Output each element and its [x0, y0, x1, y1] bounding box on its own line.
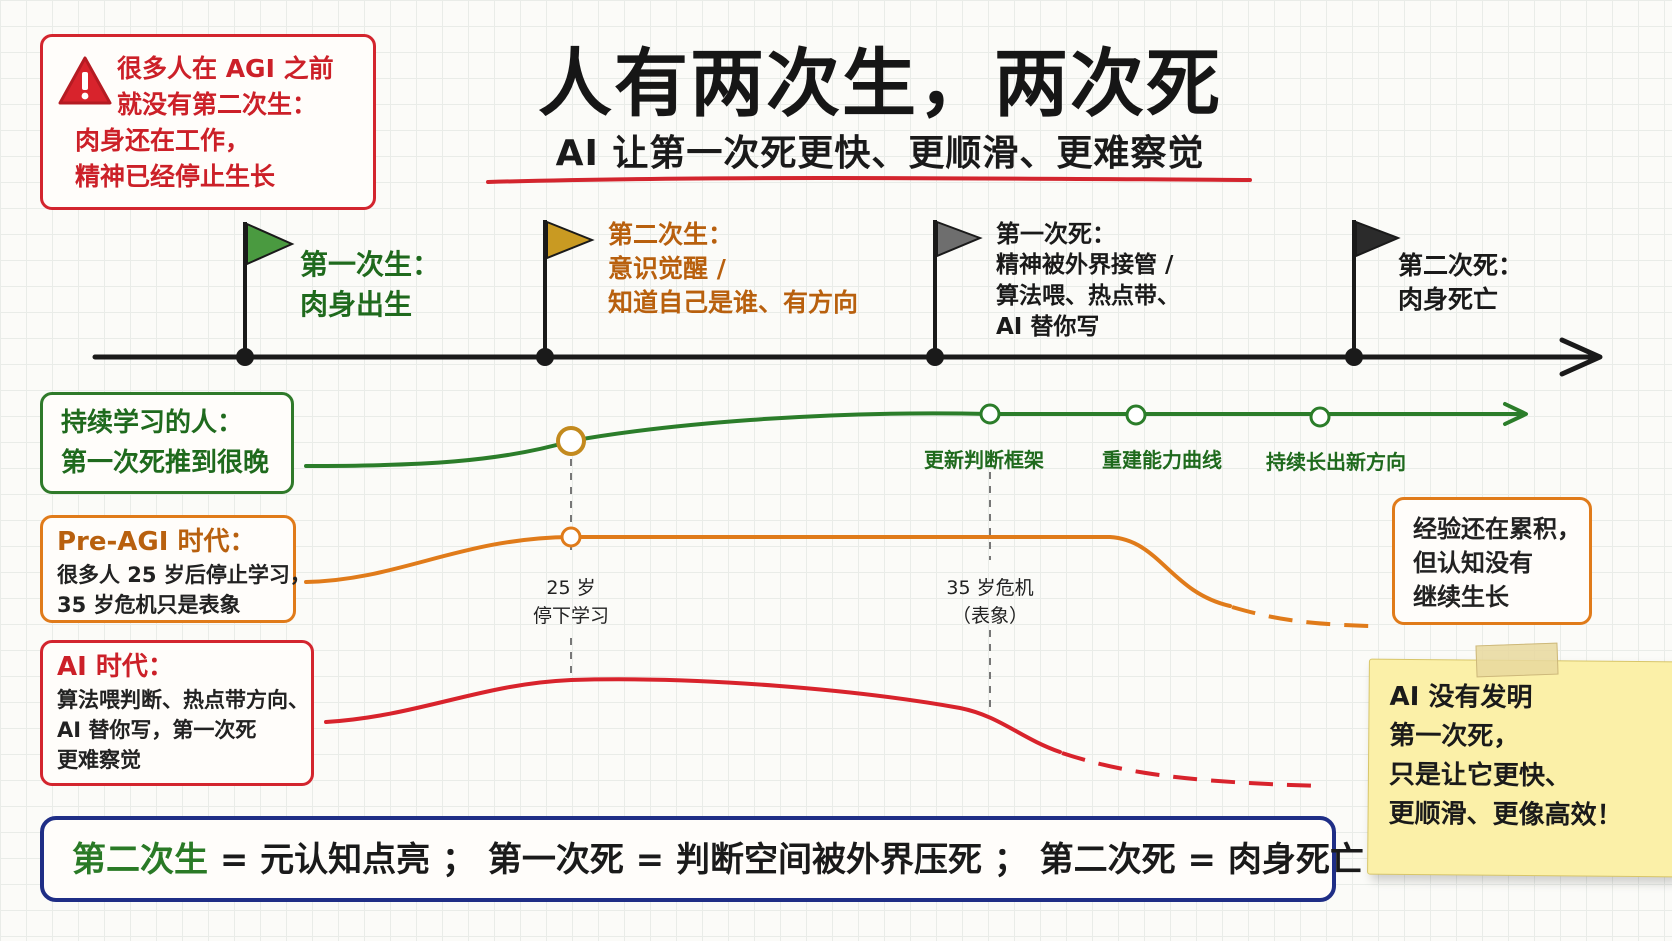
pre-agi-curve	[304, 535, 1232, 608]
warning-line: 精神已经停止生长	[75, 162, 276, 191]
milestone-title: 第一次生：	[300, 248, 441, 281]
subtitle-underline	[486, 176, 1252, 184]
learner-title: 持续学习的人：	[61, 408, 244, 438]
summary-text: = 元认知点亮 ； 第一次死 = 判断空间被外界压死 ； 第二次死 = 肉身死亡	[208, 840, 1364, 880]
ai-era-line: 算法喂判断、热点带方向、	[57, 688, 309, 712]
age25-label: 25 岁	[546, 577, 596, 599]
note-line: 经验还在累积，	[1413, 515, 1581, 543]
warning-icon	[58, 56, 112, 105]
milestone-title: 第二次生：	[608, 220, 734, 249]
timeline-arrowhead	[1559, 337, 1603, 377]
age25-marker	[560, 526, 582, 548]
milestone-second-birth: 第二次生： 意识觉醒 / 知道自己是谁、有方向	[608, 218, 858, 320]
milestone-desc: 肉身死亡	[1398, 285, 1499, 314]
flag-first-birth	[236, 222, 295, 366]
learner-subtitle: 第一次死推到很晚	[61, 448, 270, 478]
note-line: 但认知没有	[1413, 549, 1533, 577]
warning-text-bottom: 肉身还在工作， 精神已经停止生长	[75, 123, 275, 195]
sticky-line: 更顺滑、更像高效！	[1388, 798, 1623, 831]
age25-annotation: 25 岁 停下学习	[521, 574, 621, 630]
warning-line: 肉身还在工作，	[75, 126, 251, 155]
learner-point-label: 更新判断框架	[924, 448, 1044, 472]
note-line: 继续生长	[1413, 583, 1509, 611]
page-subtitle: AI 让第一次死更快、更顺滑、更难察觉	[555, 133, 1205, 174]
milestone-first-death: 第一次死： 精神被外界接管 / 算法喂、热点带、 AI 替你写	[996, 218, 1180, 343]
learner-box: 持续学习的人： 第一次死推到很晚	[40, 392, 294, 494]
pre-agi-box: Pre-AGI 时代： 很多人 25 岁后停止学习， 35 岁危机只是表象	[40, 515, 311, 623]
milestone-desc: 肉身出生	[300, 288, 413, 321]
ai-era-decline	[1061, 751, 1323, 788]
milestone-desc: AI 替你写	[996, 314, 1100, 340]
ai-era-line: AI 替你写，第一次死	[57, 718, 257, 742]
ai-era-title: AI 时代：	[57, 652, 174, 682]
learner-point-label: 持续长出新方向	[1266, 450, 1406, 474]
sticky-line: 只是让它更快、	[1388, 759, 1572, 792]
sticky-line: 第一次死，	[1389, 720, 1520, 752]
pre-agi-line: 很多人 25 岁后停止学习，	[57, 563, 311, 587]
learner-point-label: 重建能力曲线	[1102, 448, 1222, 472]
cognition-note: 经验还在累积， 但认知没有 继续生长	[1392, 497, 1592, 625]
pre-agi-line: 35 岁危机只是表象	[57, 593, 241, 617]
milestone-desc: 算法喂、热点带、	[996, 283, 1180, 309]
age35-label: 35 岁危机	[946, 577, 1034, 599]
flag-second-birth	[536, 220, 595, 366]
milestone-desc: 精神被外界接管 /	[996, 252, 1174, 278]
milestone-first-birth: 第一次生： 肉身出生	[300, 245, 440, 325]
age35-annotation: 35 岁危机 （表象）	[930, 574, 1050, 630]
learner-point-3	[1309, 406, 1331, 428]
ai-era-curve	[324, 677, 1062, 754]
milestone-desc: 知道自己是谁、有方向	[608, 288, 859, 317]
sticky-note: AI 没有发明 第一次死， 只是让它更快、 更顺滑、更像高效！	[1367, 658, 1672, 878]
summary-term: 第二次生	[72, 840, 208, 880]
summary-row: 第二次生 = 元认知点亮 ； 第一次死 = 判断空间被外界压死 ； 第二次死 =…	[72, 820, 1364, 900]
pre-agi-title: Pre-AGI 时代：	[57, 527, 256, 557]
age25-desc: 停下学习	[532, 605, 609, 627]
warning-text-top: 很多人在 AGI 之前 就没有第二次生：	[117, 51, 334, 123]
tape-strip	[1475, 642, 1559, 678]
learner-arrowhead	[1503, 402, 1528, 426]
milestone-desc: 意识觉醒 /	[608, 254, 726, 283]
milestone-title: 第二次死：	[1398, 251, 1524, 280]
sticky-line: AI 没有发明	[1389, 681, 1533, 714]
page-title: 人有两次生，两次死	[538, 41, 1222, 127]
ai-era-box: AI 时代： 算法喂判断、热点带方向、 AI 替你写，第一次死 更难察觉	[40, 640, 314, 786]
learner-point-2	[1125, 404, 1147, 426]
warning-line: 很多人在 AGI 之前	[117, 54, 334, 83]
learner-curve	[304, 411, 1522, 468]
flag-second-death	[1345, 220, 1401, 366]
warning-line: 就没有第二次生：	[117, 90, 318, 119]
summary-box: 第二次生 = 元认知点亮 ； 第一次死 = 判断空间被外界压死 ； 第二次死 =…	[40, 816, 1364, 902]
ai-era-line: 更难察觉	[57, 748, 141, 772]
age35-desc: （表象）	[951, 605, 1028, 627]
warning-box: 很多人在 AGI 之前 就没有第二次生： 肉身还在工作， 精神已经停止生长	[40, 34, 376, 210]
second-birth-marker	[556, 426, 586, 456]
learner-point-1	[979, 403, 1001, 425]
milestone-second-death: 第二次死： 肉身死亡	[1398, 249, 1523, 317]
flag-first-death	[926, 220, 983, 366]
milestone-title: 第一次死：	[996, 220, 1116, 248]
pre-agi-decline	[1231, 605, 1371, 628]
